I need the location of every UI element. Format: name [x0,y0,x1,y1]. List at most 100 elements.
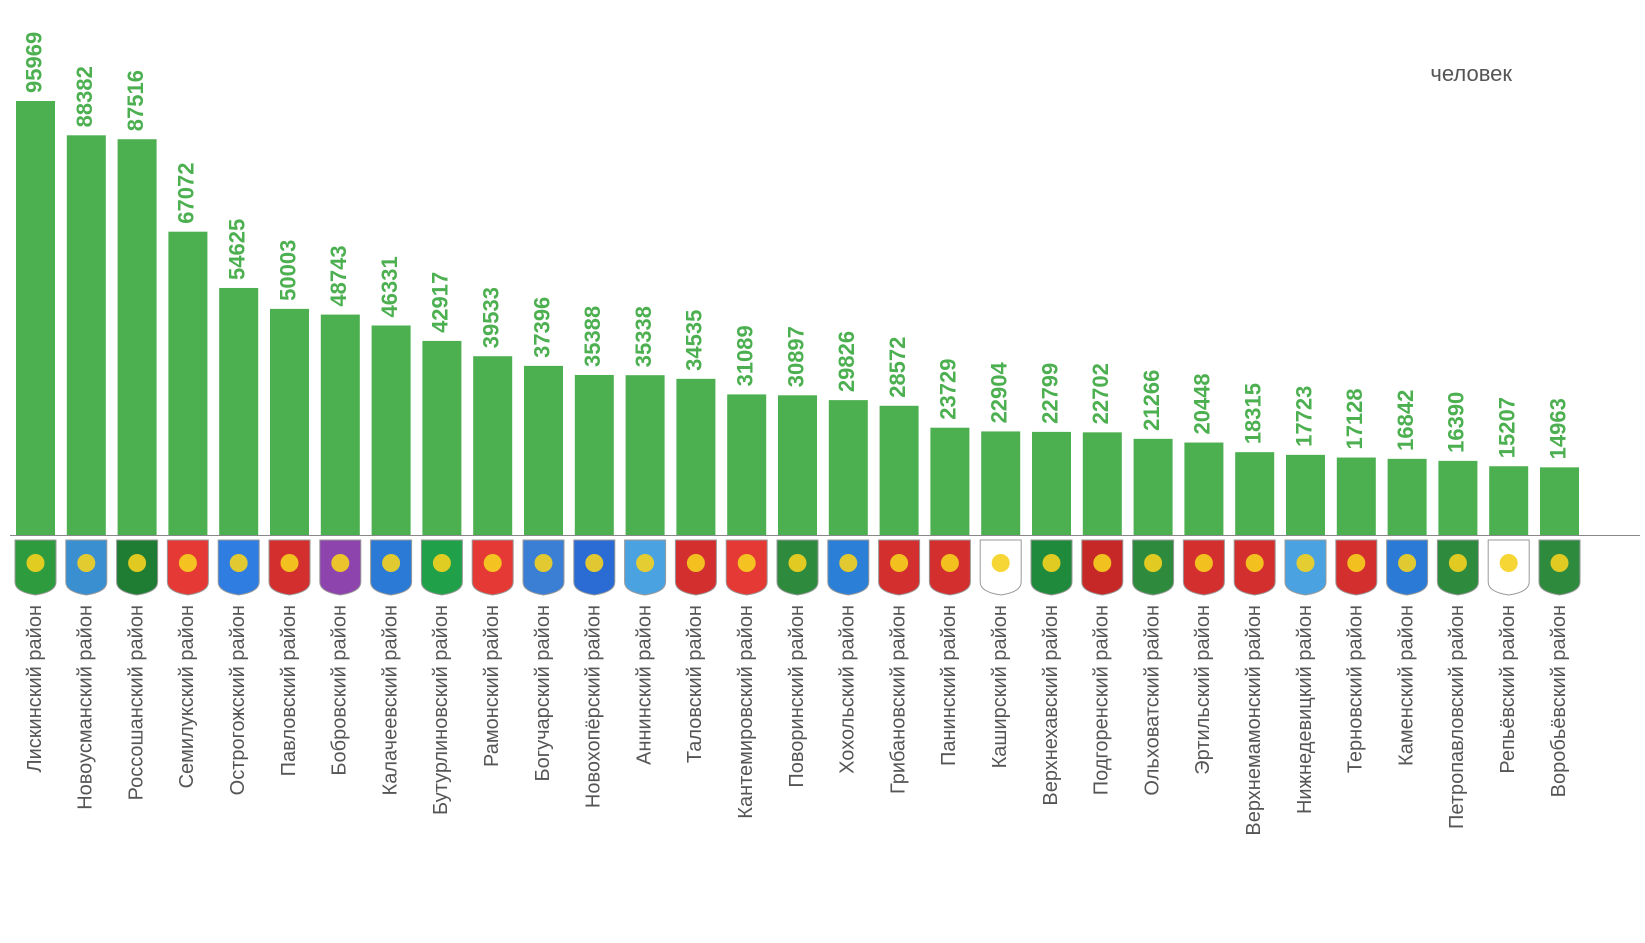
bar [66,135,106,535]
bar [16,101,55,535]
value-label: 29826 [834,331,859,392]
value-label: 22702 [1088,363,1113,424]
bar [1133,438,1173,535]
value-label: 54625 [225,219,250,280]
value-label: 17723 [1291,386,1316,447]
category-label: Каменский район [1395,605,1417,766]
bar [981,431,1021,535]
bar [219,287,259,535]
category-label: Россошанский район [125,605,147,800]
value-label: 50003 [275,240,300,301]
coat-of-arms-emblem [128,554,147,572]
coat-of-arms-emblem [483,554,502,572]
category-label: Бобровский район [329,605,351,776]
coat-of-arms-emblem [1093,554,1112,572]
bar [828,400,868,535]
bar [1438,460,1478,535]
category-label: Ольховатский район [1141,605,1163,796]
bar [320,314,360,535]
value-label: 18315 [1241,383,1266,444]
value-label: 17128 [1342,388,1367,449]
coat-of-arms-emblem [178,554,197,572]
bar [1184,442,1224,535]
value-label: 23729 [936,359,961,420]
category-label: Эртильский район [1192,605,1214,775]
bar [1489,466,1529,535]
bar [117,139,157,536]
category-label: Семилукский район [176,605,198,788]
coat-of-arms-emblem [26,554,45,572]
coat-of-arms-emblem [1398,554,1417,572]
value-label: 95969 [21,32,46,93]
coat-of-arms-emblem [331,554,350,572]
coat-of-arms-emblem [1347,554,1366,572]
bar [1540,467,1579,535]
category-label: Богучарский район [532,605,554,781]
category-label: Таловский район [684,605,706,763]
coat-of-arms-emblem [1042,554,1061,572]
category-label: Кантемировский район [735,605,757,819]
value-label: 35388 [580,306,605,367]
value-label: 67072 [174,162,199,223]
coat-of-arms-emblem [991,554,1010,572]
bar [879,405,919,535]
coat-of-arms-emblem [280,554,299,572]
value-label: 21266 [1139,370,1164,431]
bar [574,374,614,535]
coat-of-arms-emblem [636,554,655,572]
value-label: 39533 [479,287,504,348]
bar [625,375,665,535]
coat-of-arms-emblem [1194,554,1213,572]
category-label: Новохопёрский район [583,605,605,808]
coat-of-arms-emblem [1296,554,1315,572]
coat-of-arms-emblem [432,554,451,572]
coat-of-arms-emblem [686,554,705,572]
coat-of-arms-emblem [229,554,248,572]
category-label: Поворинский район [786,605,808,788]
coat-of-arms-emblem [1144,554,1163,572]
value-label: 16390 [1444,392,1469,453]
category-label: Рамонский район [481,605,503,767]
value-label: 42917 [428,272,453,333]
category-label: Верхнехавский район [1040,605,1062,806]
bar [422,340,462,535]
value-label: 22904 [987,361,1012,423]
category-label: Калачеевский район [379,605,401,795]
value-label: 87516 [123,70,148,131]
category-label: Острогожский район [227,605,249,795]
coat-of-arms-emblem [788,554,807,572]
value-label: 88382 [72,66,97,127]
coat-of-arms-emblem [839,554,858,572]
category-label: Репьёвский район [1497,605,1519,774]
coat-of-arms-emblem [890,554,909,572]
bar [1286,454,1325,535]
value-label: 28572 [885,337,910,398]
value-label: 30897 [783,326,808,387]
category-label: Подгоренский район [1091,605,1113,795]
bar [727,394,767,535]
value-label: 16842 [1393,390,1418,451]
category-label: Новоусманский район [75,605,97,810]
bar [168,231,208,535]
category-label: Грибановский район [887,605,909,794]
coat-of-arms-emblem [940,554,959,572]
coat-of-arms-emblem [1550,554,1569,572]
bar [1082,432,1122,535]
bar [676,378,716,535]
coat-of-arms-emblem [737,554,756,572]
value-label: 20448 [1190,373,1215,434]
coat-of-arms-emblem [585,554,604,572]
bar [1235,452,1275,535]
value-label: 46331 [377,256,402,317]
value-label: 31089 [733,325,758,386]
bar [1032,431,1071,535]
category-label: Аннинский район [633,605,655,765]
coat-of-arms-emblem [77,554,96,572]
category-label: Нижнедевицкий район [1294,605,1316,814]
category-label: Каширский район [989,605,1011,768]
category-label: Воробьёвский район [1548,605,1570,797]
category-label: Терновский район [1345,605,1367,773]
bar [524,365,563,535]
category-label: Верхнемамонский район [1243,605,1265,836]
